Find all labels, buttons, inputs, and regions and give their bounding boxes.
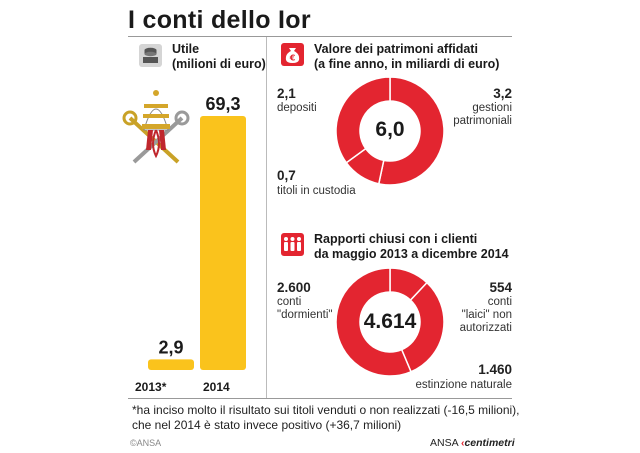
brand-centimetri-text: centimetri: [464, 437, 515, 449]
brand-logo: ANSA ‹centimetri: [430, 437, 515, 449]
label-titoli-value: 0,7: [277, 168, 296, 183]
label-estinzione-value: 1.460: [478, 362, 512, 377]
label-depositi-value: 2,1: [277, 86, 296, 101]
people-group-icon: [281, 233, 304, 256]
rapporti-title: Rapporti chiusi con i clienti: [314, 232, 478, 246]
label-dormienti-value: 2.600: [277, 280, 311, 295]
label-laici-text-2: "laici" non: [461, 309, 512, 321]
label-dormienti-text-2: "dormienti": [277, 309, 333, 321]
utile-bar-chart: 2,9 69,3: [148, 94, 246, 370]
coins-stack-icon: [139, 44, 162, 67]
svg-text:€: €: [289, 54, 296, 63]
label-estinzione-text: estinzione naturale: [415, 379, 512, 391]
brand-ansa-text: ANSA: [430, 437, 459, 449]
patrimoni-title: Valore dei patrimoni affidati: [314, 42, 478, 56]
utile-unit: (milioni di euro): [172, 57, 266, 71]
donut-slice-conti-dormienti-: [335, 267, 412, 377]
rapporti-subtitle: da maggio 2013 a dicembre 2014: [314, 247, 509, 261]
patrimoni-total: 6,0: [375, 118, 405, 141]
bar-2013: [148, 359, 194, 370]
label-depositi-text: depositi: [277, 102, 317, 114]
brand-mark-icon: ‹: [460, 437, 465, 449]
bar-2014: [200, 116, 246, 370]
label-gestioni-text-1: gestioni: [472, 102, 512, 114]
label-gestioni-text-2: patrimoniali: [453, 115, 512, 127]
footnote-line-2: che nel 2014 è stato invece positivo (+3…: [132, 418, 402, 432]
label-laici-value: 554: [489, 280, 512, 295]
label-laici-text-3: autorizzati: [459, 322, 512, 334]
utile-title: Utile: [172, 42, 200, 56]
patrimoni-subtitle: (a fine anno, in miliardi di euro): [314, 57, 500, 71]
bar-value-label: 69,3: [205, 94, 240, 114]
bar-category-label-2014: 2014: [203, 380, 230, 394]
label-laici-text-1: conti: [487, 296, 512, 308]
rapporti-donut: [335, 267, 445, 377]
footnote-line-1: *ha inciso molto il risultato sui titoli…: [132, 403, 520, 417]
footnote-divider: [128, 398, 512, 399]
bar-category-label-2013: 2013*: [135, 380, 167, 394]
label-titoli-text: titoli in custodia: [277, 185, 356, 197]
page-title: I conti dello Ior: [128, 6, 311, 34]
label-gestioni-value: 3,2: [493, 86, 512, 101]
donut-slice-gestioni-patrimoniali: [377, 76, 445, 186]
column-divider: [266, 37, 267, 398]
rapporti-total: 4.614: [363, 310, 417, 333]
papal-tiara-keys-emblem: [120, 84, 192, 173]
patrimoni-donut: [335, 76, 445, 186]
money-bag-euro-icon: €: [281, 43, 304, 66]
title-underline: [128, 36, 512, 37]
bar-value-label: 2,9: [158, 337, 183, 357]
credit-ansa: ©ANSA: [130, 438, 162, 448]
donut-slice-depositi: [335, 76, 391, 164]
label-dormienti-text-1: conti: [277, 296, 302, 308]
